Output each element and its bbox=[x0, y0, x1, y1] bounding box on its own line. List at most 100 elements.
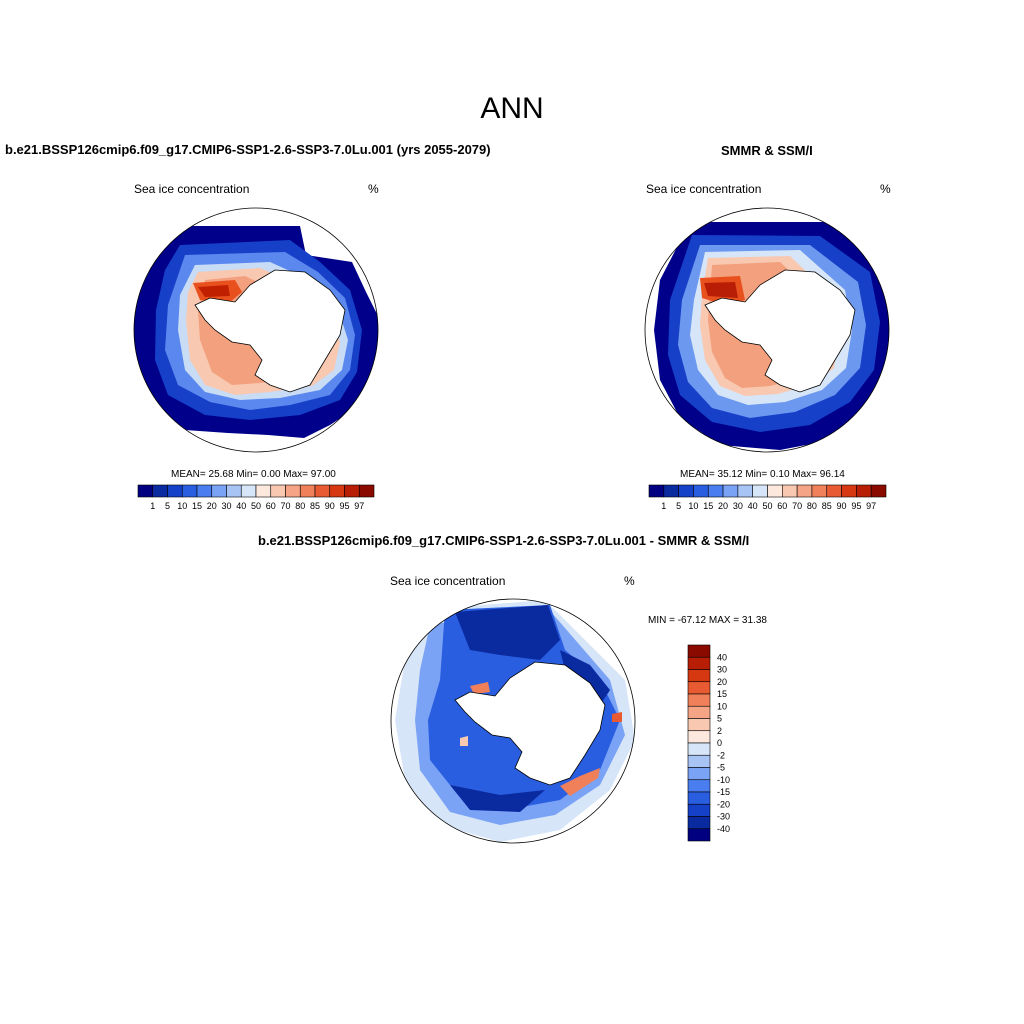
colorbar-tick-label: 50 bbox=[251, 501, 261, 511]
colorbar-swatch bbox=[687, 681, 711, 695]
colorbar-swatch bbox=[181, 484, 198, 498]
colorbar-tick-label: 20 bbox=[207, 501, 217, 511]
colorbar-tick-label: 85 bbox=[310, 501, 320, 511]
colorbar-swatch bbox=[687, 767, 711, 781]
colorbar-tick-label: 95 bbox=[851, 501, 861, 511]
colorbar-swatch bbox=[722, 484, 739, 498]
colorbar-tick-label: 1 bbox=[150, 501, 155, 511]
colorbar-tick-label: -40 bbox=[717, 824, 730, 834]
colorbar-swatch bbox=[841, 484, 857, 498]
panel1-units-label: % bbox=[368, 182, 379, 196]
panel1-stats: MEAN= 25.68 Min= 0.00 Max= 97.00 bbox=[171, 469, 336, 480]
colorbar-tick-label: 10 bbox=[717, 701, 727, 711]
colorbar-tick-label: -5 bbox=[717, 763, 725, 773]
colorbar-tick-label: 5 bbox=[717, 714, 722, 724]
colorbar-swatch bbox=[782, 484, 798, 498]
colorbar-swatch bbox=[737, 484, 753, 498]
colorbar-swatch bbox=[687, 779, 711, 793]
colorbar-tick-label: 80 bbox=[807, 501, 817, 511]
colorbar-swatch bbox=[693, 484, 709, 498]
colorbar-swatch bbox=[687, 803, 711, 817]
colorbar-tick-label: 1 bbox=[661, 501, 666, 511]
panel1-variable-label: Sea ice concentration bbox=[134, 182, 250, 196]
colorbar-swatch bbox=[826, 484, 842, 498]
colorbar-swatch bbox=[687, 693, 711, 707]
colorbar-swatch bbox=[314, 484, 331, 498]
panel3-units-label: % bbox=[624, 574, 635, 588]
colorbar-tick-label: 2 bbox=[717, 726, 722, 736]
colorbar-tick-label: 60 bbox=[777, 501, 787, 511]
colorbar-tick-label: 40 bbox=[717, 652, 727, 662]
colorbar-tick-label: -10 bbox=[717, 775, 730, 785]
colorbar-tick-label: -15 bbox=[717, 787, 730, 797]
colorbar-swatch bbox=[211, 484, 227, 498]
colorbar-swatch bbox=[811, 484, 828, 498]
colorbar-swatch bbox=[767, 484, 783, 498]
map-observed bbox=[644, 207, 890, 453]
colorbar-tick-label: 5 bbox=[165, 501, 170, 511]
colorbar-tick-label: 40 bbox=[748, 501, 758, 511]
panel3-title: b.e21.BSSP126cmip6.f09_g17.CMIP6-SSP1-2.… bbox=[258, 533, 750, 548]
colorbar-swatch bbox=[270, 484, 286, 498]
colorbar-tick-label: 90 bbox=[325, 501, 335, 511]
panel3-variable-label: Sea ice concentration bbox=[390, 574, 506, 588]
colorbar-swatch bbox=[870, 484, 887, 498]
colorbar-swatch bbox=[663, 484, 679, 498]
colorbar-tick-label: 30 bbox=[221, 501, 231, 511]
colorbar-swatch bbox=[687, 656, 711, 670]
colorbar-tick-label: 70 bbox=[280, 501, 290, 511]
panel3-stats: MIN = -67.12 MAX = 31.38 bbox=[648, 615, 767, 626]
colorbar-tick-label: 0 bbox=[717, 738, 722, 748]
colorbar-tick-label: 15 bbox=[703, 501, 713, 511]
colorbar-swatch bbox=[687, 730, 711, 744]
colorbar-swatch bbox=[687, 718, 711, 732]
colorbar-tick-label: 20 bbox=[718, 501, 728, 511]
colorbar-tick-label: 10 bbox=[688, 501, 698, 511]
colorbar-tick-label: 40 bbox=[236, 501, 246, 511]
colorbar-swatch bbox=[752, 484, 768, 498]
colorbar-swatch bbox=[648, 484, 665, 498]
colorbar-swatch bbox=[240, 484, 257, 498]
colorbar-swatch bbox=[687, 644, 711, 658]
colorbar-swatch bbox=[687, 754, 711, 768]
colorbar-swatch bbox=[152, 484, 168, 498]
colorbar-tick-label: 30 bbox=[733, 501, 743, 511]
colorbar-swatch bbox=[687, 791, 711, 805]
colorbar-tick-label: 97 bbox=[354, 501, 364, 511]
colorbar-swatch bbox=[707, 484, 724, 498]
colorbar-swatch bbox=[687, 828, 711, 842]
colorbar-swatch bbox=[344, 484, 360, 498]
colorbar-tick-label: 60 bbox=[266, 501, 276, 511]
colorbar-tick-label: 20 bbox=[717, 677, 727, 687]
panel2-stats: MEAN= 35.12 Min= 0.10 Max= 96.14 bbox=[680, 469, 845, 480]
colorbar-swatch bbox=[358, 484, 375, 498]
colorbar-swatch bbox=[687, 742, 711, 756]
colorbar-tick-label: 95 bbox=[339, 501, 349, 511]
map-difference bbox=[390, 598, 636, 844]
colorbar-tick-label: 10 bbox=[177, 501, 187, 511]
colorbar-tick-label: 90 bbox=[837, 501, 847, 511]
colorbar-swatch bbox=[196, 484, 213, 498]
colorbar-observed: 1 5 10 15 20 30 40 50 60 70 80 85 90 95 97 bbox=[648, 484, 887, 511]
panel1-title: b.e21.BSSP126cmip6.f09_g17.CMIP6-SSP1-2.… bbox=[5, 142, 491, 157]
figure-title: ANN bbox=[480, 92, 544, 125]
map-model bbox=[133, 207, 379, 453]
colorbar-tick-label: -20 bbox=[717, 799, 730, 809]
colorbar-tick-label: 30 bbox=[717, 665, 727, 675]
colorbar-tick-label: -2 bbox=[717, 750, 725, 760]
colorbar-swatch bbox=[687, 669, 711, 683]
colorbar-tick-label: 70 bbox=[792, 501, 802, 511]
colorbar-tick-label: 50 bbox=[762, 501, 772, 511]
panel2-variable-label: Sea ice concentration bbox=[646, 182, 762, 196]
colorbar-tick-label: 97 bbox=[866, 501, 876, 511]
colorbar-swatch bbox=[687, 705, 711, 719]
colorbar-tick-label: 80 bbox=[295, 501, 305, 511]
colorbar-tick-label: -30 bbox=[717, 812, 730, 822]
colorbar-tick-label: 15 bbox=[192, 501, 202, 511]
colorbar-tick-label: 85 bbox=[822, 501, 832, 511]
colorbar-swatch bbox=[285, 484, 301, 498]
panel2-units-label: % bbox=[880, 182, 891, 196]
colorbar-swatch bbox=[299, 484, 316, 498]
